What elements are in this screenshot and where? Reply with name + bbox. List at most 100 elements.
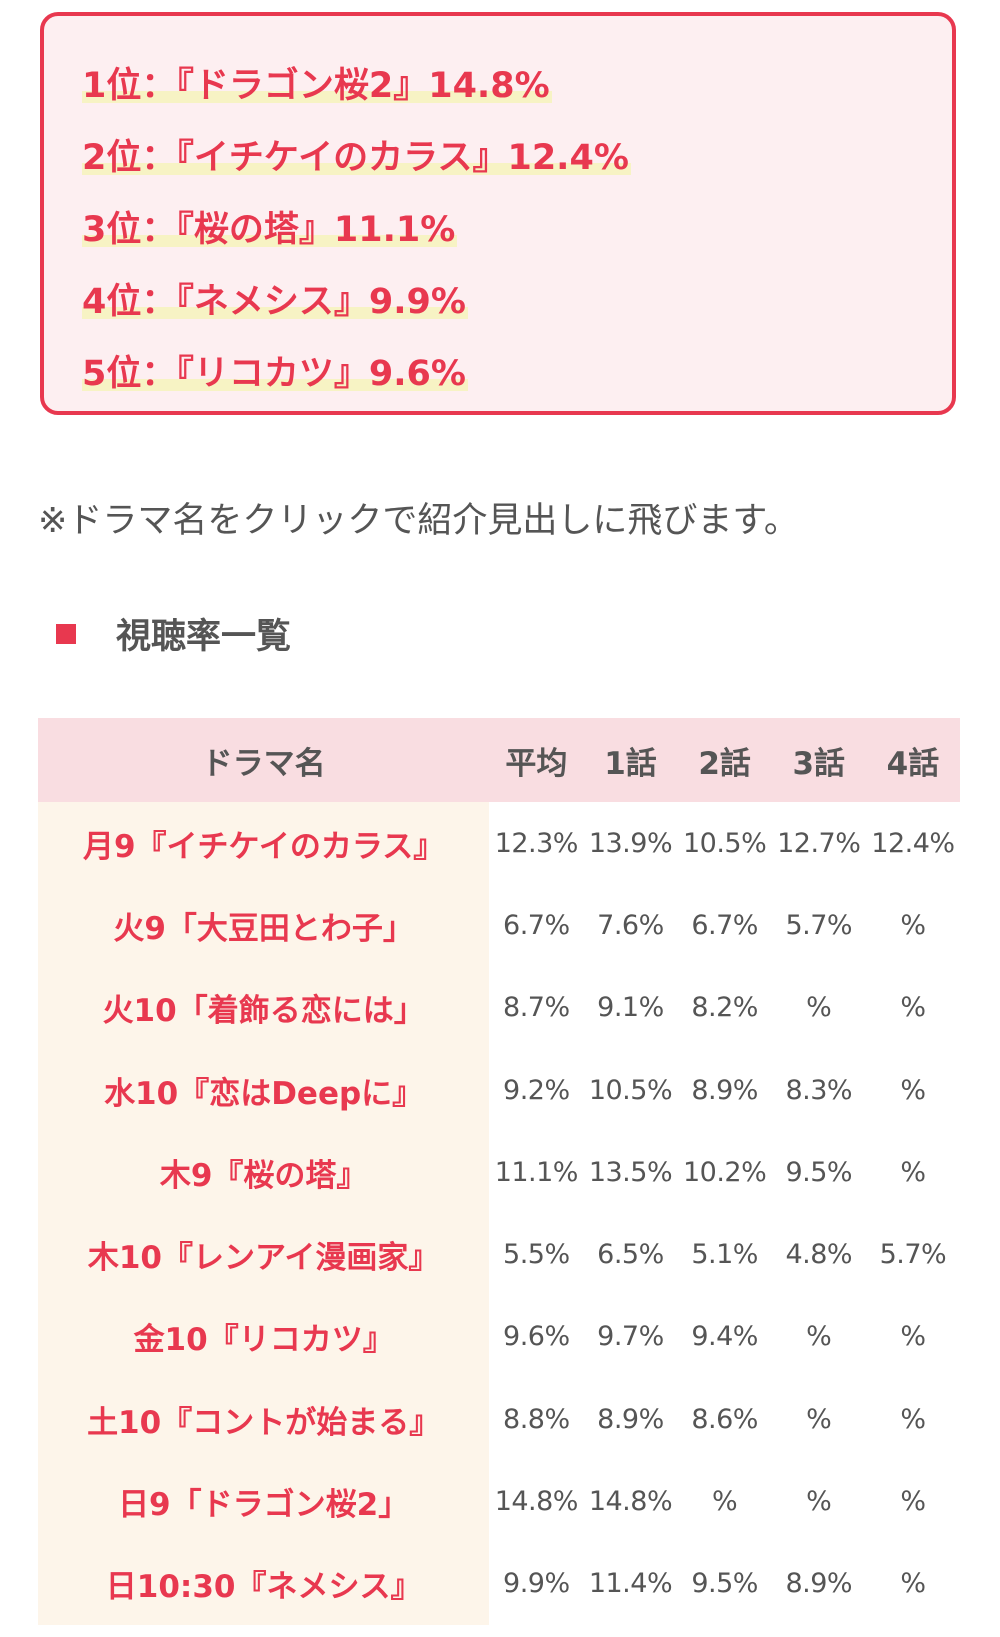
rating-ep4: % bbox=[900, 1568, 926, 1600]
drama-name-link[interactable]: 木9『桜の塔』 bbox=[38, 1131, 490, 1214]
header-episode-3: 3話 bbox=[771, 718, 866, 802]
rating-ep4: % bbox=[900, 909, 926, 941]
drama-name-link[interactable]: 水10『恋はDeepに』 bbox=[38, 1048, 490, 1132]
ranking-item-4[interactable]: 4位：『ネメシス』9.9% bbox=[82, 266, 952, 338]
rating-ep4: % bbox=[900, 1486, 926, 1518]
rating-average: 9.2% bbox=[503, 1074, 570, 1106]
ranking-rank: 3位： bbox=[82, 210, 177, 250]
ranking-rank: 1位： bbox=[82, 66, 177, 106]
table-row: 水10『恋はDeepに』 9.2% 10.5% 8.9% 8.3% % bbox=[38, 1048, 960, 1132]
rating-ep3: 9.5% bbox=[785, 1156, 853, 1188]
square-bullet-icon bbox=[56, 623, 76, 644]
section-heading: 視聴率一覧 bbox=[56, 608, 291, 659]
ranking-value: 9.9% bbox=[368, 282, 466, 322]
rating-ep4: 5.7% bbox=[879, 1239, 947, 1271]
ranking-title[interactable]: 『イチケイのカラス』 bbox=[176, 138, 508, 178]
ranking-box: 1位：『ドラゴン桜2』14.8% 2位：『イチケイのカラス』12.4% 3位：『… bbox=[40, 12, 956, 415]
drama-name-link[interactable]: 土10『コントが始まる』 bbox=[38, 1378, 490, 1461]
table-row: 金10『リコカツ』 9.6% 9.7% 9.4% % % bbox=[38, 1295, 960, 1379]
table-row: 木10『レンアイ漫画家』 5.5% 6.5% 5.1% 4.8% 5.7% bbox=[38, 1213, 960, 1296]
rating-ep3: 12.7% bbox=[777, 827, 861, 859]
table-row: 木9『桜の塔』 11.1% 13.5% 10.2% 9.5% % bbox=[38, 1131, 960, 1214]
drama-name-link[interactable]: 日10:30『ネメシス』 bbox=[38, 1542, 490, 1625]
header-episode-1: 1話 bbox=[583, 718, 678, 802]
rating-ep4: % bbox=[900, 1321, 926, 1353]
rating-ep2: 10.5% bbox=[682, 827, 767, 859]
rating-ep1: 14.8% bbox=[588, 1486, 673, 1518]
table-row: 火9「大豆田とわ子」 6.7% 7.6% 6.7% 5.7% % bbox=[38, 884, 960, 967]
ranking-item-1[interactable]: 1位：『ドラゴン桜2』14.8% bbox=[82, 50, 952, 122]
rating-ep2: 9.5% bbox=[691, 1568, 758, 1600]
ranking-title[interactable]: 『ドラゴン桜2』 bbox=[176, 66, 429, 106]
rating-ep2: 8.9% bbox=[691, 1074, 758, 1106]
table-row: 月9『イチケイのカラス』 12.3% 13.9% 10.5% 12.7% 12.… bbox=[38, 802, 960, 885]
rating-average: 6.7% bbox=[503, 909, 570, 941]
rating-ep1: 9.7% bbox=[597, 1321, 664, 1353]
rating-ep3: % bbox=[806, 1321, 832, 1353]
rating-ep4: % bbox=[900, 1074, 926, 1106]
table-row: 日9「ドラゴン桜2」 14.8% 14.8% % % % bbox=[38, 1460, 960, 1543]
rating-average: 14.8% bbox=[494, 1486, 579, 1518]
rating-ep1: 13.9% bbox=[588, 827, 673, 859]
table-row: 土10『コントが始まる』 8.8% 8.9% 8.6% % % bbox=[38, 1378, 960, 1461]
drama-name-link[interactable]: 火10「着飾る恋には」 bbox=[38, 966, 490, 1049]
rating-average: 9.6% bbox=[503, 1321, 570, 1353]
ranking-rank: 4位： bbox=[82, 282, 177, 322]
table-header-row: ドラマ名 平均 1話 2話 3話 4話 bbox=[38, 718, 960, 802]
ranking-value: 14.8% bbox=[428, 66, 550, 106]
rating-ep4: % bbox=[900, 1403, 926, 1435]
rating-ep3: 5.7% bbox=[785, 909, 853, 941]
rating-average: 9.9% bbox=[503, 1568, 570, 1600]
ranking-value: 11.1% bbox=[333, 210, 456, 250]
rating-ep2: 10.2% bbox=[682, 1156, 767, 1188]
ranking-title[interactable]: 『リコカツ』 bbox=[176, 354, 369, 394]
table-row: 火10「着飾る恋には」 8.7% 9.1% 8.2% % % bbox=[38, 966, 960, 1049]
ratings-table: ドラマ名 平均 1話 2話 3話 4話 月9『イチケイのカラス』 12.3% 1… bbox=[38, 718, 960, 1625]
header-drama-name: ドラマ名 bbox=[38, 718, 490, 802]
rating-ep3: 4.8% bbox=[785, 1239, 853, 1271]
rating-ep2: 9.4% bbox=[691, 1321, 758, 1353]
rating-ep1: 13.5% bbox=[588, 1156, 673, 1188]
rating-ep1: 11.4% bbox=[588, 1568, 673, 1600]
rating-ep1: 8.9% bbox=[597, 1403, 664, 1435]
click-note: ※ドラマ名をクリックで紹介見出しに飛びます。 bbox=[38, 501, 799, 541]
ranking-value: 9.6% bbox=[368, 354, 466, 394]
rating-ep3: % bbox=[806, 1486, 832, 1518]
rating-ep4: % bbox=[900, 1156, 926, 1188]
ranking-title[interactable]: 『ネメシス』 bbox=[176, 282, 369, 322]
section-title: 視聴率一覧 bbox=[116, 617, 292, 657]
rating-ep4: 12.4% bbox=[871, 827, 955, 859]
rating-ep1: 7.6% bbox=[597, 909, 664, 941]
rating-average: 8.8% bbox=[503, 1403, 570, 1435]
rating-average: 5.5% bbox=[503, 1239, 570, 1271]
ranking-item-5[interactable]: 5位：『リコカツ』9.6% bbox=[82, 338, 952, 410]
rating-ep3: % bbox=[806, 992, 832, 1024]
rating-ep3: % bbox=[806, 1403, 832, 1435]
rating-ep2: 5.1% bbox=[691, 1239, 758, 1271]
table-row: 日10:30『ネメシス』 9.9% 11.4% 9.5% 8.9% % bbox=[38, 1542, 960, 1625]
ranking-item-3[interactable]: 3位：『桜の塔』11.1% bbox=[82, 194, 952, 266]
drama-name-link[interactable]: 月9『イチケイのカラス』 bbox=[38, 802, 490, 885]
rating-ep4: % bbox=[900, 992, 926, 1024]
rating-ep2: % bbox=[712, 1486, 738, 1518]
ranking-item-2[interactable]: 2位：『イチケイのカラス』12.4% bbox=[82, 122, 952, 194]
rating-average: 12.3% bbox=[494, 827, 579, 859]
header-average: 平均 bbox=[489, 718, 584, 802]
ranking-value: 12.4% bbox=[507, 138, 629, 178]
rating-ep1: 6.5% bbox=[597, 1239, 664, 1271]
rating-ep3: 8.9% bbox=[785, 1568, 853, 1600]
rating-ep1: 10.5% bbox=[588, 1074, 673, 1106]
rating-ep2: 8.6% bbox=[691, 1403, 758, 1435]
rating-ep2: 8.2% bbox=[691, 992, 758, 1024]
drama-name-link[interactable]: 日9「ドラゴン桜2」 bbox=[38, 1460, 490, 1543]
rating-ep3: 8.3% bbox=[785, 1074, 853, 1106]
rating-ep1: 9.1% bbox=[597, 992, 664, 1024]
drama-name-link[interactable]: 金10『リコカツ』 bbox=[38, 1295, 490, 1379]
ranking-title[interactable]: 『桜の塔』 bbox=[176, 210, 334, 250]
ranking-rank: 5位： bbox=[82, 354, 177, 394]
rating-average: 8.7% bbox=[503, 992, 570, 1024]
drama-name-link[interactable]: 火9「大豆田とわ子」 bbox=[38, 884, 490, 967]
ranking-rank: 2位： bbox=[82, 138, 177, 178]
rating-average: 11.1% bbox=[494, 1156, 579, 1188]
drama-name-link[interactable]: 木10『レンアイ漫画家』 bbox=[38, 1213, 490, 1296]
